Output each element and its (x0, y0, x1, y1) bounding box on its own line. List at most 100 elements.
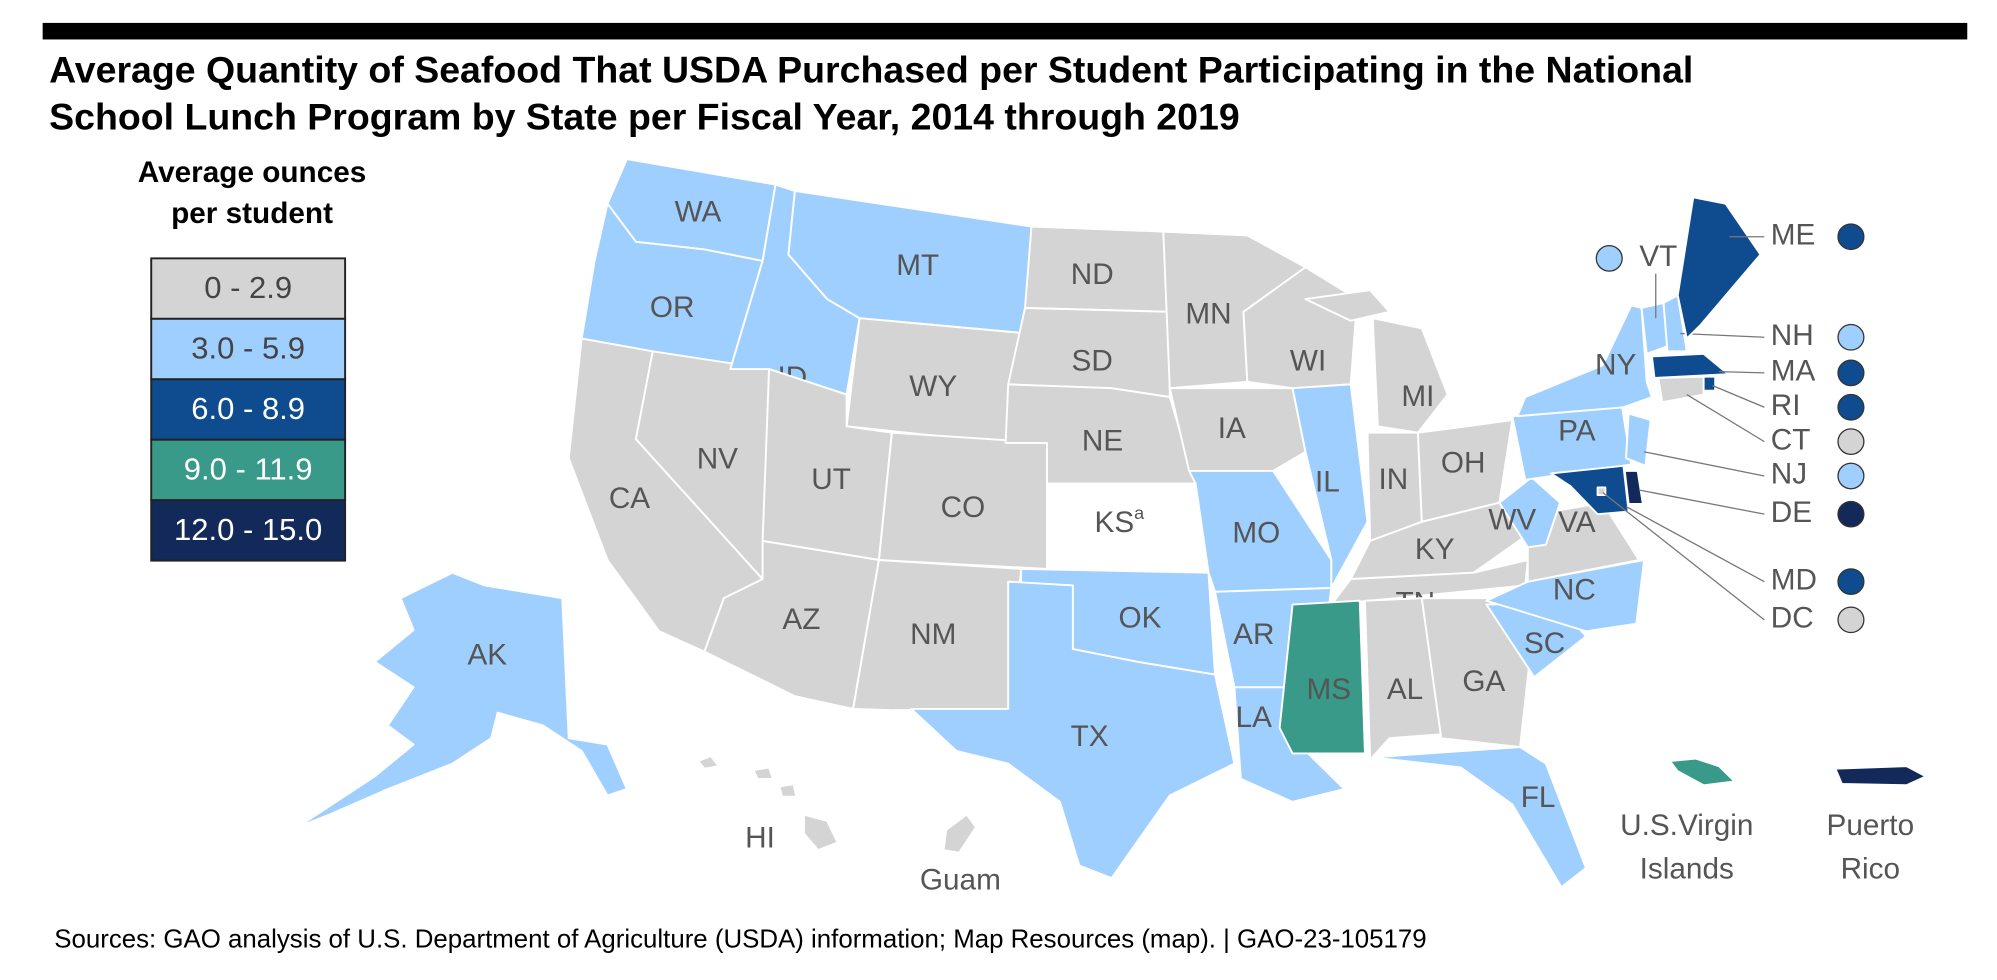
top-rule (42, 22, 1968, 40)
region-label: WY (909, 370, 957, 403)
region-label: Guam (920, 864, 1001, 897)
region-label: NY (1595, 348, 1637, 381)
title-line: Average Quantity of Seafood That USDA Pu… (49, 49, 1693, 91)
legend-dot (1595, 245, 1623, 272)
region-label: DC (1771, 602, 1814, 635)
legend-dot (1837, 323, 1865, 351)
region-shape (1676, 196, 1762, 340)
region-label: PA (1558, 415, 1596, 448)
legend-label: 9.0 - 11.9 (184, 452, 313, 487)
legend-dot (1837, 500, 1865, 528)
region-shape (1363, 597, 1443, 761)
region-label: Puerto Rico (1827, 809, 1915, 885)
region-label: TX (1071, 720, 1109, 753)
region-shape (1371, 317, 1449, 434)
leader-line (1712, 385, 1765, 408)
region-label: MI (1401, 380, 1434, 413)
region-label: NJ (1771, 458, 1807, 491)
legend-dot (1837, 428, 1865, 455)
region-label: OR (650, 291, 695, 324)
leader-line (1638, 489, 1765, 515)
title-line: School Lunch Program by State per Fiscal… (49, 96, 1240, 138)
region-label: VA (1558, 506, 1596, 539)
region-label: UT (811, 463, 851, 496)
region-label: AK (467, 639, 507, 672)
region-shape (1304, 289, 1391, 322)
region-label: OK (1119, 602, 1162, 635)
region-label: GA (1462, 665, 1505, 698)
region-label: AL (1387, 673, 1423, 706)
legend-dot (1837, 223, 1865, 251)
region-shape (1330, 559, 1529, 606)
region-label: IA (1218, 412, 1246, 445)
region-shape (778, 783, 798, 798)
region-shape (910, 580, 1236, 880)
region-label: SD (1072, 345, 1113, 378)
legend-dot (1837, 393, 1865, 421)
region-label: IL (1315, 466, 1340, 499)
region-label: WV (1488, 504, 1536, 537)
region-label: OH (1441, 446, 1486, 479)
region-shape (1702, 375, 1717, 392)
region-label: AZ (782, 603, 820, 636)
region-shape (1516, 304, 1653, 418)
region-label-line: Puerto (1827, 809, 1915, 842)
region-label: MA (1771, 355, 1816, 388)
region-label-line: Rico (1841, 852, 1900, 885)
region-shape (1834, 765, 1927, 787)
region-label: RI (1771, 389, 1801, 422)
region-shape (697, 755, 720, 770)
region-shape (1498, 476, 1562, 549)
region-shape (1416, 419, 1514, 523)
region-shape (803, 813, 839, 852)
region-label: FL (1521, 781, 1556, 814)
region-label: CO (941, 491, 986, 524)
region-label: SC (1524, 627, 1565, 660)
region-label: NM (910, 618, 956, 651)
source-note: Sources: GAO analysis of U.S. Department… (54, 925, 1426, 953)
leader-line (1644, 451, 1765, 477)
legend-swatch (150, 257, 347, 320)
region-label: MN (1185, 298, 1231, 331)
region-label: ND (1071, 258, 1114, 291)
region-label: AR (1233, 618, 1274, 651)
legend-title: Average ounces (138, 156, 367, 189)
region-label: NV (697, 443, 739, 476)
region-label: HI (745, 822, 775, 855)
region-label: MO (1232, 516, 1280, 549)
region-shape (296, 571, 628, 829)
region-shape (1420, 597, 1533, 749)
footnote-marker: a (1134, 503, 1144, 523)
region-shape (1669, 757, 1736, 787)
region-label: CA (609, 482, 651, 515)
region-shape (1168, 387, 1307, 472)
legend-swatch (150, 317, 347, 381)
region-label: CT (1771, 424, 1811, 457)
legend-swatch (150, 438, 347, 502)
region-label: NC (1553, 574, 1596, 607)
region-label: VT (1639, 240, 1677, 273)
region-label: U.S.Virgin Islands (1620, 809, 1753, 885)
region-label: MT (896, 249, 939, 282)
region-shape (1550, 464, 1630, 516)
legend-label: 12.0 - 15.0 (174, 512, 322, 547)
region-label: KY (1415, 533, 1455, 566)
region-shape (752, 766, 774, 780)
region-shape (1662, 294, 1688, 353)
leader-line (1625, 505, 1765, 583)
region-label: WA (675, 196, 722, 229)
legend-label: 6.0 - 8.9 (191, 391, 305, 426)
region-label-line: U.S.Virgin (1620, 809, 1753, 842)
region-shape (1625, 412, 1652, 467)
leader-line (1602, 492, 1765, 621)
region-label-line: Islands (1640, 852, 1734, 885)
region-shape (1371, 746, 1587, 889)
legend-title: per student (171, 197, 333, 230)
region-shape (1278, 599, 1366, 755)
region-label: MD (1771, 564, 1817, 597)
legend-label: 0 - 2.9 (204, 270, 292, 305)
legend-swatch (150, 499, 347, 562)
region-shape (1291, 383, 1369, 589)
region-shape (1657, 375, 1705, 404)
